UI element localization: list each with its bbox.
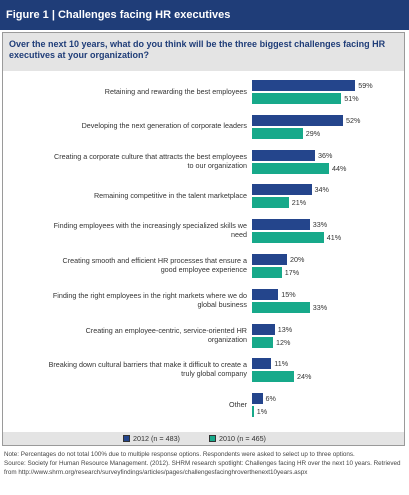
value-label: 34% (314, 185, 329, 195)
legend-label: 2010 (n = 465) (219, 434, 266, 443)
value-label: 17% (284, 268, 300, 277)
value-label: 11% (274, 359, 289, 369)
bar (252, 232, 324, 244)
value-label: 29% (305, 128, 321, 138)
bar (252, 80, 356, 91)
bar (252, 127, 303, 139)
value-label: 41% (326, 233, 342, 243)
category-label: Creating an employee-centric, service-or… (85, 325, 247, 344)
chart-frame (2, 32, 405, 446)
chart-title: Over the next 10 years, what do you thin… (3, 33, 404, 71)
value-label: 24% (297, 372, 312, 382)
bar (252, 254, 287, 265)
legend-swatch (209, 435, 216, 442)
value-label: 36% (318, 150, 333, 160)
bar (252, 358, 272, 370)
category-label: Retaining and rewarding the best employe… (104, 86, 247, 96)
value-label: 44% (332, 163, 347, 173)
bar (252, 93, 342, 104)
category-label: Remaining competitive in the talent mark… (93, 190, 247, 200)
category-label: Creating smooth and efficient HR process… (62, 256, 247, 274)
header-title: Figure 1 | Challenges facing HR executiv… (0, 0, 409, 30)
value-label: 33% (312, 220, 328, 230)
category-label: Creating a corporate culture that attrac… (54, 151, 247, 170)
category-label: Other (229, 399, 247, 409)
value-label: 1% (256, 407, 268, 417)
category-label: Finding employees with the increasingly … (53, 221, 247, 240)
bar (252, 371, 294, 383)
value-label: 21% (291, 198, 307, 208)
bar (252, 219, 310, 231)
legend-label: 2012 (n = 483) (133, 434, 180, 443)
bar (252, 184, 312, 196)
bar (252, 406, 254, 418)
bar (252, 162, 329, 174)
note: Note: Percentages do not total 100% due … (4, 451, 355, 458)
bar (252, 114, 343, 126)
category-label: Developing the next generation of corpor… (81, 121, 247, 131)
notes: Note: Percentages do not total 100% due … (4, 450, 406, 477)
value-label: 6% (265, 394, 276, 404)
value-label: 59% (358, 81, 373, 90)
bar (252, 288, 279, 300)
value-label: 15% (281, 289, 296, 299)
bar (252, 149, 315, 161)
source: Source: Society for Human Resource Manag… (4, 460, 401, 476)
value-label: 51% (344, 94, 359, 103)
category-label: Breaking down cultural barriers that mak… (48, 360, 247, 379)
bar (252, 393, 263, 405)
category-label: Finding the right employees in the right… (52, 290, 247, 309)
legend: 2012 (n = 483) 2010 (n = 465) (3, 432, 404, 445)
value-label: 33% (312, 302, 328, 312)
bar (252, 197, 289, 209)
value-label: 12% (276, 337, 291, 347)
legend-swatch (123, 435, 130, 442)
bar (252, 301, 310, 313)
bar (252, 323, 275, 335)
value-label: 13% (277, 324, 293, 334)
value-label: 20% (290, 255, 305, 264)
bar (252, 267, 282, 278)
value-label: 52% (346, 115, 361, 125)
bar (252, 336, 273, 348)
